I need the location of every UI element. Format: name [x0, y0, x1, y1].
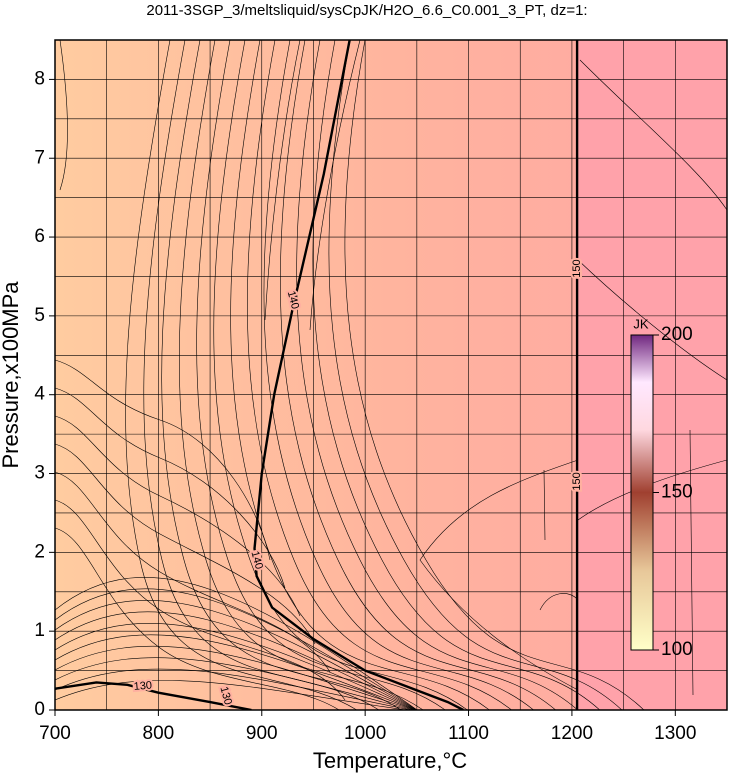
contour-line: [55, 387, 286, 589]
y-tick-label: 8: [34, 68, 45, 89]
contour-line: [55, 680, 409, 710]
contour: [55, 681, 252, 710]
contour-line: [344, 40, 645, 710]
y-tick-label: 5: [34, 305, 45, 326]
contour-line: [55, 611, 417, 710]
contour-line: [213, 40, 468, 710]
y-tick-label: 3: [34, 463, 45, 484]
contour-line: [55, 359, 271, 561]
colorbar-label: JK: [633, 316, 649, 331]
contour-line: [55, 646, 415, 710]
contour-label: 150: [571, 259, 583, 277]
contour-line: [419, 459, 579, 691]
contour-line: [55, 499, 346, 701]
contour-line: [543, 429, 694, 696]
x-tick-label: 1100: [448, 723, 489, 744]
y-axis-label: Pressure,x100MPa: [0, 281, 23, 469]
contour-line: [55, 588, 418, 710]
contour-line: [196, 40, 446, 710]
contour-line: [55, 634, 416, 710]
contour-line: [539, 593, 579, 611]
y-tick-label: 0: [34, 699, 45, 720]
contour-line: [55, 600, 418, 710]
colorbar-bar: [630, 334, 654, 651]
x-tick-label: 1300: [654, 723, 696, 744]
x-axis-label: Temperature,°C: [313, 748, 467, 773]
y-tick-label: 6: [34, 226, 45, 247]
colorbar-tick-label: 100: [661, 639, 693, 660]
x-tick-label: 1000: [344, 723, 386, 744]
x-tick-label: 800: [143, 723, 175, 744]
contour-line: [179, 40, 424, 710]
colorbar: JK 100 150 200: [630, 316, 693, 660]
contour-line: [264, 40, 361, 331]
contour-lines: [55, 40, 727, 710]
plot-frame: [54, 39, 728, 711]
y-tick-label: 2: [34, 541, 45, 562]
contour-line: [55, 577, 418, 710]
contour-line: [55, 443, 316, 645]
colorbar-tick-label: 200: [661, 324, 693, 345]
y-tick-label: 4: [34, 384, 45, 405]
contour-line: [59, 40, 68, 191]
contour-line: [55, 471, 331, 673]
contour-line: [247, 40, 512, 710]
contour: [253, 40, 464, 710]
contour-label: 150: [571, 472, 583, 490]
contour-line: [280, 40, 556, 710]
contour-line: [579, 59, 727, 211]
y-tick-label: 7: [34, 147, 45, 168]
contour-line: [577, 259, 727, 381]
contour-line: [55, 623, 417, 710]
contour-line: [263, 40, 534, 710]
contour-line: [55, 527, 340, 710]
colorbar-tick-label: 150: [661, 482, 693, 503]
x-tick-label: 700: [39, 723, 71, 744]
contour-line: [577, 459, 727, 521]
y-tick-label: 1: [34, 620, 45, 641]
x-tick-label: 1200: [551, 723, 593, 744]
grid: [55, 40, 727, 710]
contour-label: 130: [133, 679, 152, 693]
contour-line: [328, 40, 623, 710]
contour-line: [296, 40, 579, 710]
contour-line: [55, 657, 414, 710]
contour-line: [125, 40, 358, 710]
x-tick-label: 900: [246, 723, 278, 744]
contour-line: [161, 40, 402, 710]
chart-title: 2011-3SGP_3/meltsliquid/sysCpJK/H2O_6.6_…: [146, 2, 587, 19]
